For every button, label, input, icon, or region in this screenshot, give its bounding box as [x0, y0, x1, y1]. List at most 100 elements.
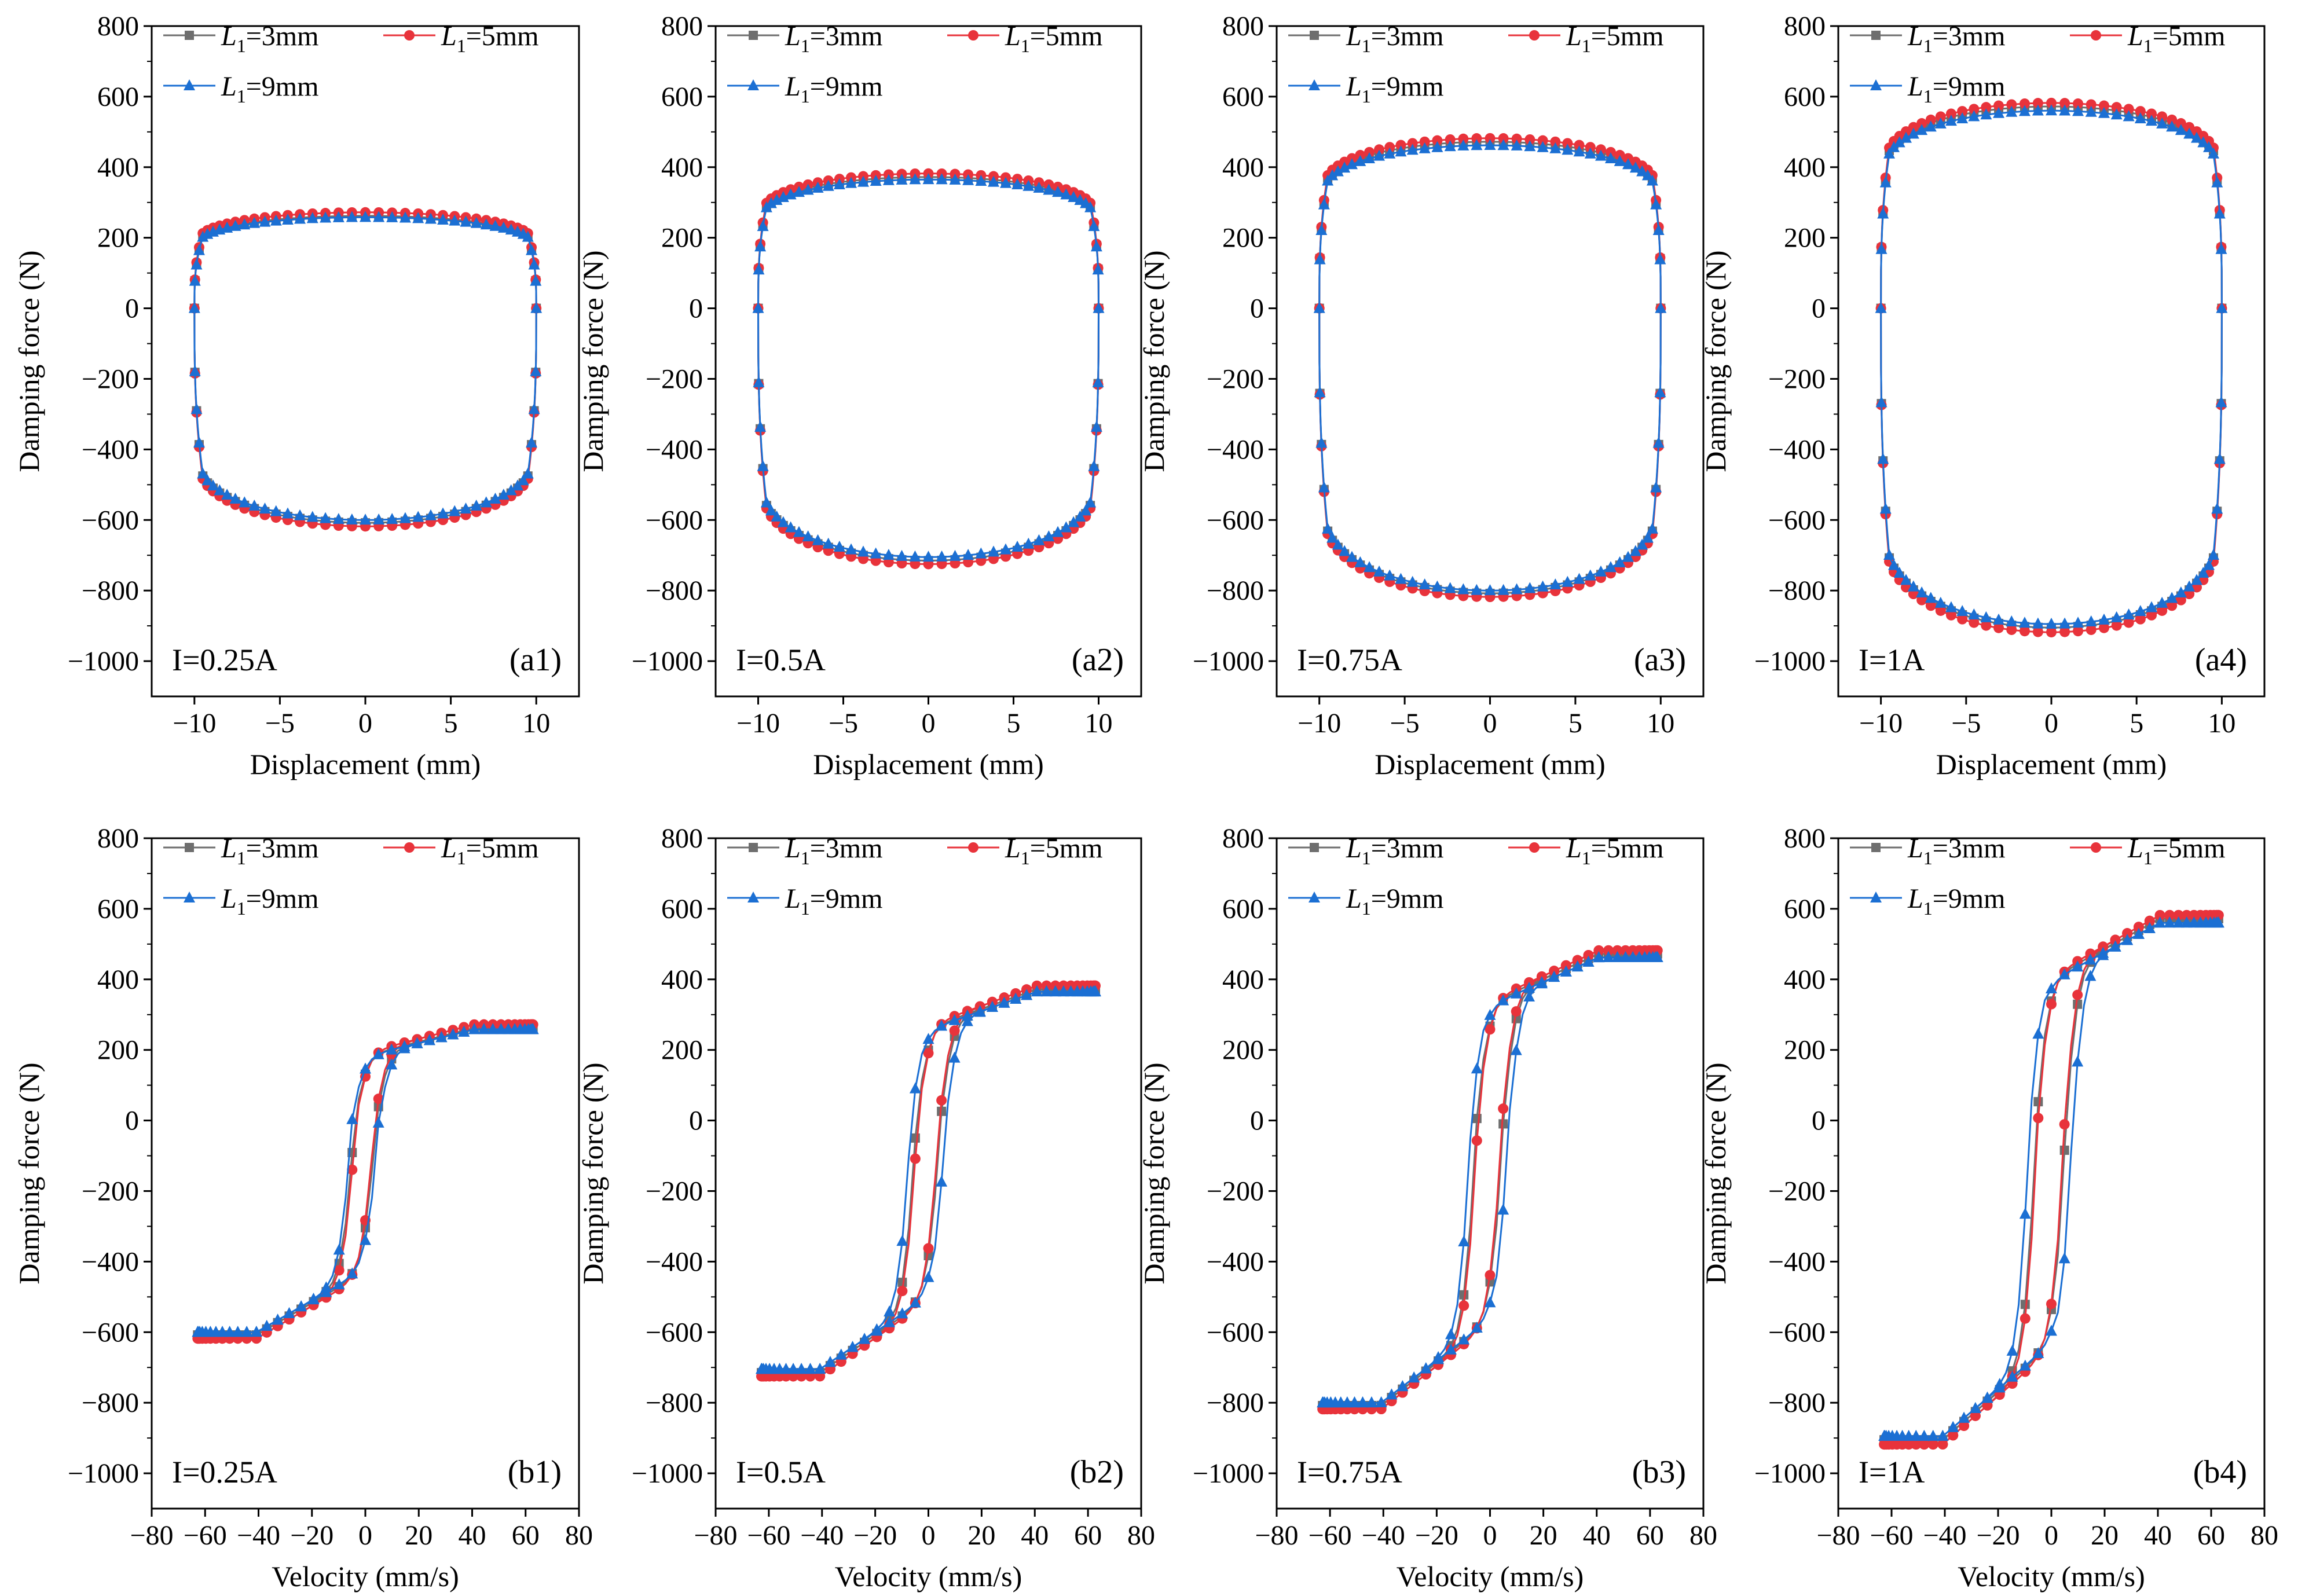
data-point	[307, 1293, 320, 1304]
legend-label: L1=3mm	[785, 21, 882, 56]
data-point	[948, 1014, 961, 1025]
data-point	[437, 507, 449, 519]
data-point	[2111, 102, 2122, 113]
data-point	[1947, 1421, 1959, 1432]
data-point	[2058, 1252, 2070, 1264]
data-point	[1919, 1439, 1930, 1450]
data-point	[424, 212, 437, 224]
data-point	[360, 211, 371, 222]
data-point	[2006, 105, 2018, 117]
legend-marker	[1870, 79, 1882, 90]
data-point	[283, 1307, 295, 1318]
data-point	[1033, 181, 1045, 193]
data-point	[512, 479, 524, 491]
data-point	[1068, 190, 1080, 202]
data-point	[458, 1025, 470, 1037]
data-point	[1021, 989, 1033, 1000]
data-point	[522, 467, 534, 479]
data-point	[2175, 595, 2186, 606]
y-axis-label: Damping force (N)	[13, 1062, 45, 1284]
data-point	[1510, 1044, 1522, 1055]
series-line-L1-5mm	[1880, 102, 2223, 633]
y-tick-label: −600	[646, 505, 703, 535]
data-point	[1969, 617, 1980, 628]
legend-marker	[1870, 891, 1882, 902]
x-tick-label: 80	[565, 1520, 593, 1551]
data-point	[1011, 178, 1024, 190]
y-tick-label: 400	[661, 964, 703, 995]
data-point	[2183, 580, 2196, 592]
legend-label: L1=3mm	[1346, 21, 1443, 56]
data-point	[1484, 139, 1496, 151]
x-tick-label: −10	[173, 708, 216, 739]
data-point	[1052, 526, 1064, 537]
data-point	[270, 505, 282, 516]
data-point	[1562, 138, 1573, 149]
data-point	[909, 173, 921, 185]
data-point	[2164, 916, 2176, 928]
legend-marker	[1309, 891, 1320, 902]
data-point	[2032, 104, 2044, 116]
data-point	[1981, 1391, 1993, 1403]
legend-marker	[747, 891, 759, 902]
data-point	[1314, 386, 1326, 398]
data-point	[229, 219, 241, 231]
y-tick-label: −200	[646, 364, 703, 394]
x-tick-label: 80	[1127, 1520, 1155, 1551]
legend-label: L1=5mm	[1005, 833, 1102, 868]
x-tick-label: −60	[1309, 1520, 1352, 1551]
data-point	[1315, 436, 1328, 448]
data-point	[988, 545, 1000, 557]
y-tick-label: −400	[646, 1246, 703, 1277]
data-point	[320, 211, 332, 223]
legend-label: L1=9mm	[785, 883, 882, 919]
legend-label: L1=3mm	[785, 833, 882, 868]
data-point	[259, 502, 271, 514]
x-axis-label: Displacement (mm)	[250, 748, 481, 780]
x-tick-label: −40	[237, 1520, 280, 1551]
legend-label: L1=9mm	[785, 71, 882, 107]
panel-label: (a3)	[1634, 642, 1686, 678]
data-point	[1641, 531, 1654, 543]
legend-label: L1=9mm	[1907, 883, 2005, 919]
data-point	[771, 510, 783, 522]
data-point	[1584, 147, 1596, 159]
data-point	[2032, 617, 2044, 629]
data-point	[1365, 1396, 1377, 1408]
series-line-L1-9mm	[193, 216, 537, 521]
data-point	[753, 263, 765, 275]
data-point	[2046, 627, 2057, 638]
data-point	[1419, 578, 1431, 590]
data-point	[2072, 960, 2084, 972]
data-point	[1084, 496, 1097, 508]
data-point	[1646, 174, 1658, 186]
x-tick-label: −80	[130, 1520, 173, 1551]
data-point	[896, 1307, 908, 1319]
data-point	[2110, 108, 2123, 120]
data-point	[1498, 1119, 1508, 1129]
data-point	[1395, 573, 1407, 584]
data-point	[896, 549, 908, 561]
data-point	[2202, 559, 2215, 570]
legend-label: L1=9mm	[1346, 883, 1443, 919]
data-point	[1651, 951, 1663, 963]
y-tick-label: 400	[1784, 964, 1826, 995]
data-point	[1916, 586, 1928, 598]
data-point	[1524, 140, 1536, 152]
data-point	[1384, 569, 1396, 581]
series-line-L1-3mm	[757, 176, 1100, 562]
x-tick-label: −10	[736, 708, 780, 739]
data-point	[1981, 102, 1992, 113]
data-point	[1595, 565, 1607, 577]
x-tick-label: 60	[1074, 1520, 1102, 1551]
data-point	[1604, 561, 1617, 573]
data-point	[1497, 1204, 1509, 1215]
data-point	[1925, 114, 1936, 125]
data-point	[1088, 220, 1100, 232]
x-axis-label: Velocity (mm/s)	[835, 1560, 1022, 1593]
data-point	[1970, 1410, 1981, 1421]
data-point	[517, 474, 529, 486]
y-tick-label: 200	[97, 1035, 139, 1066]
data-point	[2084, 953, 2097, 965]
